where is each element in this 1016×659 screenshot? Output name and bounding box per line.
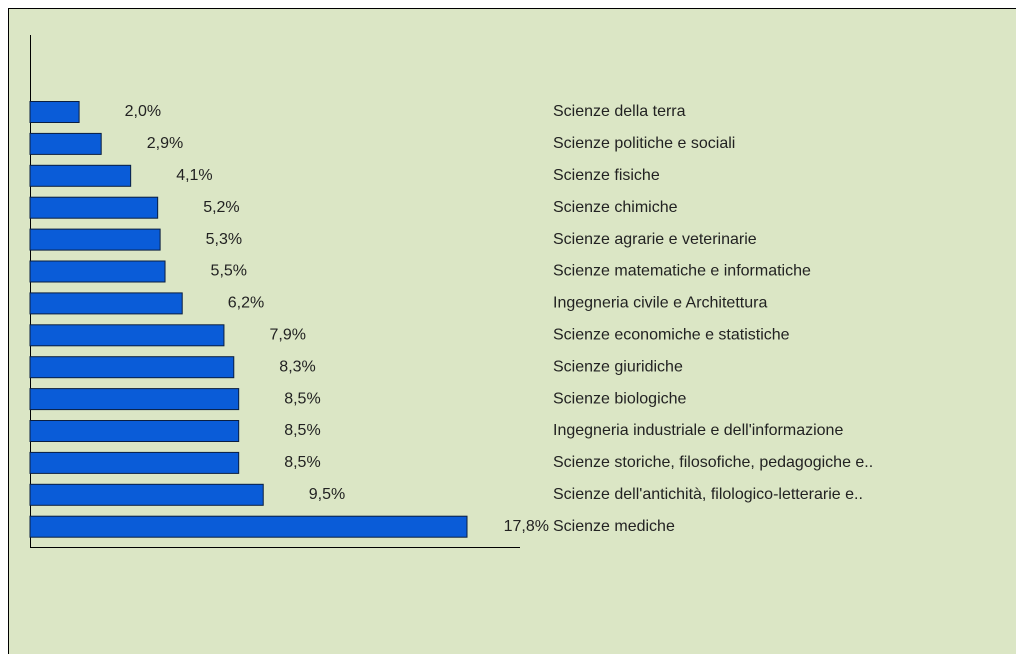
bar — [30, 516, 467, 537]
category-label: Scienze della terra — [553, 103, 686, 120]
category-label: Scienze politiche e sociali — [553, 135, 735, 152]
category-label: Scienze agrarie e veterinarie — [553, 231, 757, 248]
value-label: 5,2% — [203, 199, 239, 216]
category-label: Scienze biologiche — [553, 390, 687, 407]
bar — [30, 261, 165, 282]
category-label: Scienze economiche e statistiche — [553, 327, 790, 344]
value-label: 17,8% — [504, 518, 549, 535]
category-label: Scienze matematiche e informatiche — [553, 263, 811, 280]
value-label: 5,3% — [206, 231, 242, 248]
bar — [30, 133, 101, 154]
bar — [30, 357, 234, 378]
value-label: 2,0% — [125, 103, 161, 120]
value-label: 8,5% — [284, 390, 320, 407]
value-label: 6,2% — [228, 295, 264, 312]
category-label: Scienze mediche — [553, 518, 675, 535]
bar — [30, 197, 158, 218]
bar — [30, 293, 182, 314]
value-label: 8,5% — [284, 422, 320, 439]
bar — [30, 452, 239, 473]
bar — [30, 102, 79, 123]
category-label: Scienze dell'antichità, filologico-lette… — [553, 486, 863, 503]
category-label: Scienze chimiche — [553, 199, 678, 216]
bar — [30, 165, 131, 186]
category-label: Scienze fisiche — [553, 167, 660, 184]
category-label: Scienze giuridiche — [553, 358, 683, 375]
value-label: 8,3% — [279, 358, 315, 375]
category-label: Ingegneria industriale e dell'informazio… — [553, 422, 843, 439]
value-label: 2,9% — [147, 135, 183, 152]
value-label: 9,5% — [309, 486, 345, 503]
category-label: Ingegneria civile e Architettura — [553, 295, 767, 312]
bar — [30, 229, 160, 250]
bar — [30, 484, 263, 505]
value-label: 5,5% — [211, 263, 247, 280]
bar — [30, 389, 239, 410]
bar — [30, 325, 224, 346]
category-label: Scienze storiche, filosofiche, pedagogic… — [553, 454, 873, 471]
value-label: 7,9% — [269, 327, 305, 344]
value-label: 4,1% — [176, 167, 212, 184]
value-label: 8,5% — [284, 454, 320, 471]
bar — [30, 421, 239, 442]
